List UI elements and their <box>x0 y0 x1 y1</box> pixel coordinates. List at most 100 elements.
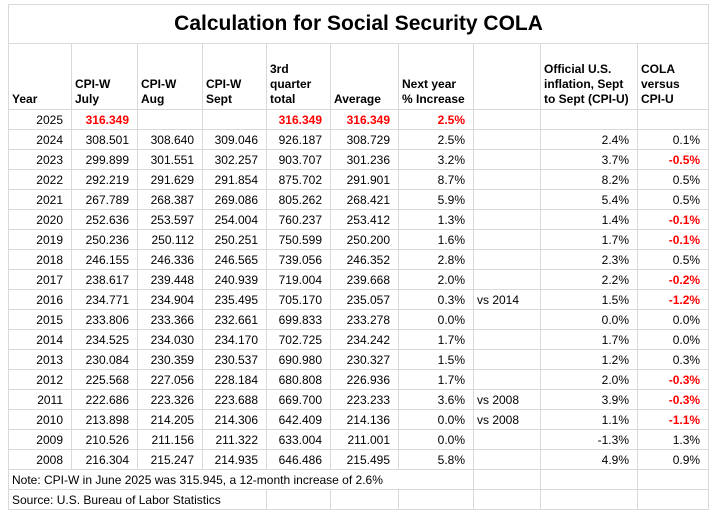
table-cell[interactable]: 246.352 <box>330 249 399 270</box>
table-cell[interactable]: 2.2% <box>540 269 638 290</box>
table-cell[interactable]: 234.771 <box>71 289 138 310</box>
table-cell[interactable]: 230.359 <box>137 349 203 370</box>
table-cell[interactable]: 269.086 <box>202 189 267 210</box>
table-cell[interactable]: 301.551 <box>137 149 203 170</box>
table-cell[interactable]: 2015 <box>8 309 72 330</box>
table-cell[interactable]: 223.326 <box>137 389 203 410</box>
table-cell[interactable] <box>473 489 541 510</box>
table-cell[interactable]: 215.247 <box>137 449 203 470</box>
column-header[interactable]: Average <box>330 43 399 110</box>
column-header[interactable]: Next year % Increase <box>398 43 474 110</box>
table-cell[interactable]: 705.170 <box>266 289 331 310</box>
table-cell[interactable]: 1.7% <box>398 329 474 350</box>
table-cell[interactable]: 5.4% <box>540 189 638 210</box>
table-cell[interactable]: 216.304 <box>71 449 138 470</box>
table-cell[interactable]: 926.187 <box>266 129 331 150</box>
table-cell[interactable]: -0.2% <box>636 269 710 290</box>
column-header[interactable]: Year <box>8 43 72 110</box>
table-cell[interactable]: 702.725 <box>266 329 331 350</box>
column-header[interactable]: CPI-W Sept <box>202 43 267 110</box>
table-cell[interactable]: 0.5% <box>636 249 710 270</box>
table-cell[interactable]: 292.219 <box>71 169 138 190</box>
table-cell[interactable]: 805.262 <box>266 189 331 210</box>
table-cell[interactable]: 214.935 <box>202 449 267 470</box>
table-cell[interactable]: 235.057 <box>330 289 399 310</box>
table-cell[interactable]: 5.9% <box>398 189 474 210</box>
table-cell[interactable]: 211.001 <box>330 429 399 450</box>
table-cell[interactable]: 5.8% <box>398 449 474 470</box>
table-cell[interactable]: 233.366 <box>137 309 203 330</box>
table-cell[interactable]: 2.0% <box>398 269 474 290</box>
table-cell[interactable]: 0.3% <box>636 349 710 370</box>
table-cell[interactable]: 228.184 <box>202 369 267 390</box>
table-cell[interactable]: 719.004 <box>266 269 331 290</box>
table-cell[interactable]: 699.833 <box>266 309 331 330</box>
table-cell[interactable]: 2013 <box>8 349 72 370</box>
table-cell[interactable] <box>473 309 541 330</box>
table-cell[interactable]: 253.412 <box>330 209 399 230</box>
table-cell[interactable]: 2.0% <box>540 369 638 390</box>
table-cell[interactable]: 268.387 <box>137 189 203 210</box>
table-cell[interactable]: 230.084 <box>71 349 138 370</box>
table-cell[interactable]: 2.5% <box>398 109 474 130</box>
table-cell[interactable]: 268.421 <box>330 189 399 210</box>
table-cell[interactable]: 301.236 <box>330 149 399 170</box>
table-cell[interactable]: 250.236 <box>71 229 138 250</box>
table-cell[interactable]: 239.448 <box>137 269 203 290</box>
table-cell[interactable]: 2.8% <box>398 249 474 270</box>
table-cell[interactable]: 223.233 <box>330 389 399 410</box>
table-cell[interactable] <box>473 169 541 190</box>
table-cell[interactable]: 239.668 <box>330 269 399 290</box>
table-cell[interactable]: 2024 <box>8 129 72 150</box>
table-cell[interactable]: 760.237 <box>266 209 331 230</box>
table-cell[interactable]: 252.636 <box>71 209 138 230</box>
table-cell[interactable]: 2010 <box>8 409 72 430</box>
table-cell[interactable]: 1.1% <box>540 409 638 430</box>
table-cell[interactable]: 308.640 <box>137 129 203 150</box>
table-cell[interactable]: 0.5% <box>636 189 710 210</box>
table-cell[interactable]: vs 2014 <box>473 289 541 310</box>
table-cell[interactable]: 3.2% <box>398 149 474 170</box>
table-cell[interactable]: -0.1% <box>636 229 710 250</box>
table-cell[interactable]: 234.525 <box>71 329 138 350</box>
table-cell[interactable]: 246.155 <box>71 249 138 270</box>
table-cell[interactable]: -1.3% <box>540 429 638 450</box>
table-cell[interactable]: 2.4% <box>540 129 638 150</box>
column-header[interactable] <box>473 43 541 110</box>
table-cell[interactable]: 2008 <box>8 449 72 470</box>
table-cell[interactable]: 646.486 <box>266 449 331 470</box>
table-cell[interactable]: 2021 <box>8 189 72 210</box>
table-cell[interactable]: 250.112 <box>137 229 203 250</box>
table-cell[interactable]: -1.1% <box>636 409 710 430</box>
table-cell[interactable]: 0.5% <box>636 169 710 190</box>
table-cell[interactable]: 2.3% <box>540 249 638 270</box>
table-cell[interactable]: 1.5% <box>540 289 638 310</box>
table-cell[interactable]: 2025 <box>8 109 72 130</box>
table-cell[interactable] <box>473 249 541 270</box>
table-cell[interactable]: 226.936 <box>330 369 399 390</box>
table-cell[interactable]: 0.1% <box>636 129 710 150</box>
table-cell[interactable]: 291.901 <box>330 169 399 190</box>
table-cell[interactable]: 308.729 <box>330 129 399 150</box>
column-header[interactable]: CPI-W July <box>71 43 138 110</box>
table-cell[interactable]: 2018 <box>8 249 72 270</box>
table-cell[interactable]: 2020 <box>8 209 72 230</box>
table-cell[interactable] <box>137 109 203 130</box>
table-cell[interactable]: 214.306 <box>202 409 267 430</box>
table-cell[interactable] <box>473 269 541 290</box>
table-cell[interactable] <box>473 429 541 450</box>
table-cell[interactable] <box>636 109 710 130</box>
table-cell[interactable] <box>473 349 541 370</box>
table-cell[interactable] <box>473 129 541 150</box>
table-cell[interactable]: 1.7% <box>398 369 474 390</box>
table-cell[interactable]: 211.156 <box>137 429 203 450</box>
table-cell[interactable] <box>473 109 541 130</box>
table-cell[interactable]: 2012 <box>8 369 72 390</box>
table-cell[interactable]: 0.0% <box>398 429 474 450</box>
table-cell[interactable]: 642.409 <box>266 409 331 430</box>
table-cell[interactable]: 1.3% <box>636 429 710 450</box>
table-cell[interactable]: 253.597 <box>137 209 203 230</box>
table-cell[interactable]: -0.1% <box>636 209 710 230</box>
table-cell[interactable]: vs 2008 <box>473 409 541 430</box>
table-cell[interactable]: 234.030 <box>137 329 203 350</box>
